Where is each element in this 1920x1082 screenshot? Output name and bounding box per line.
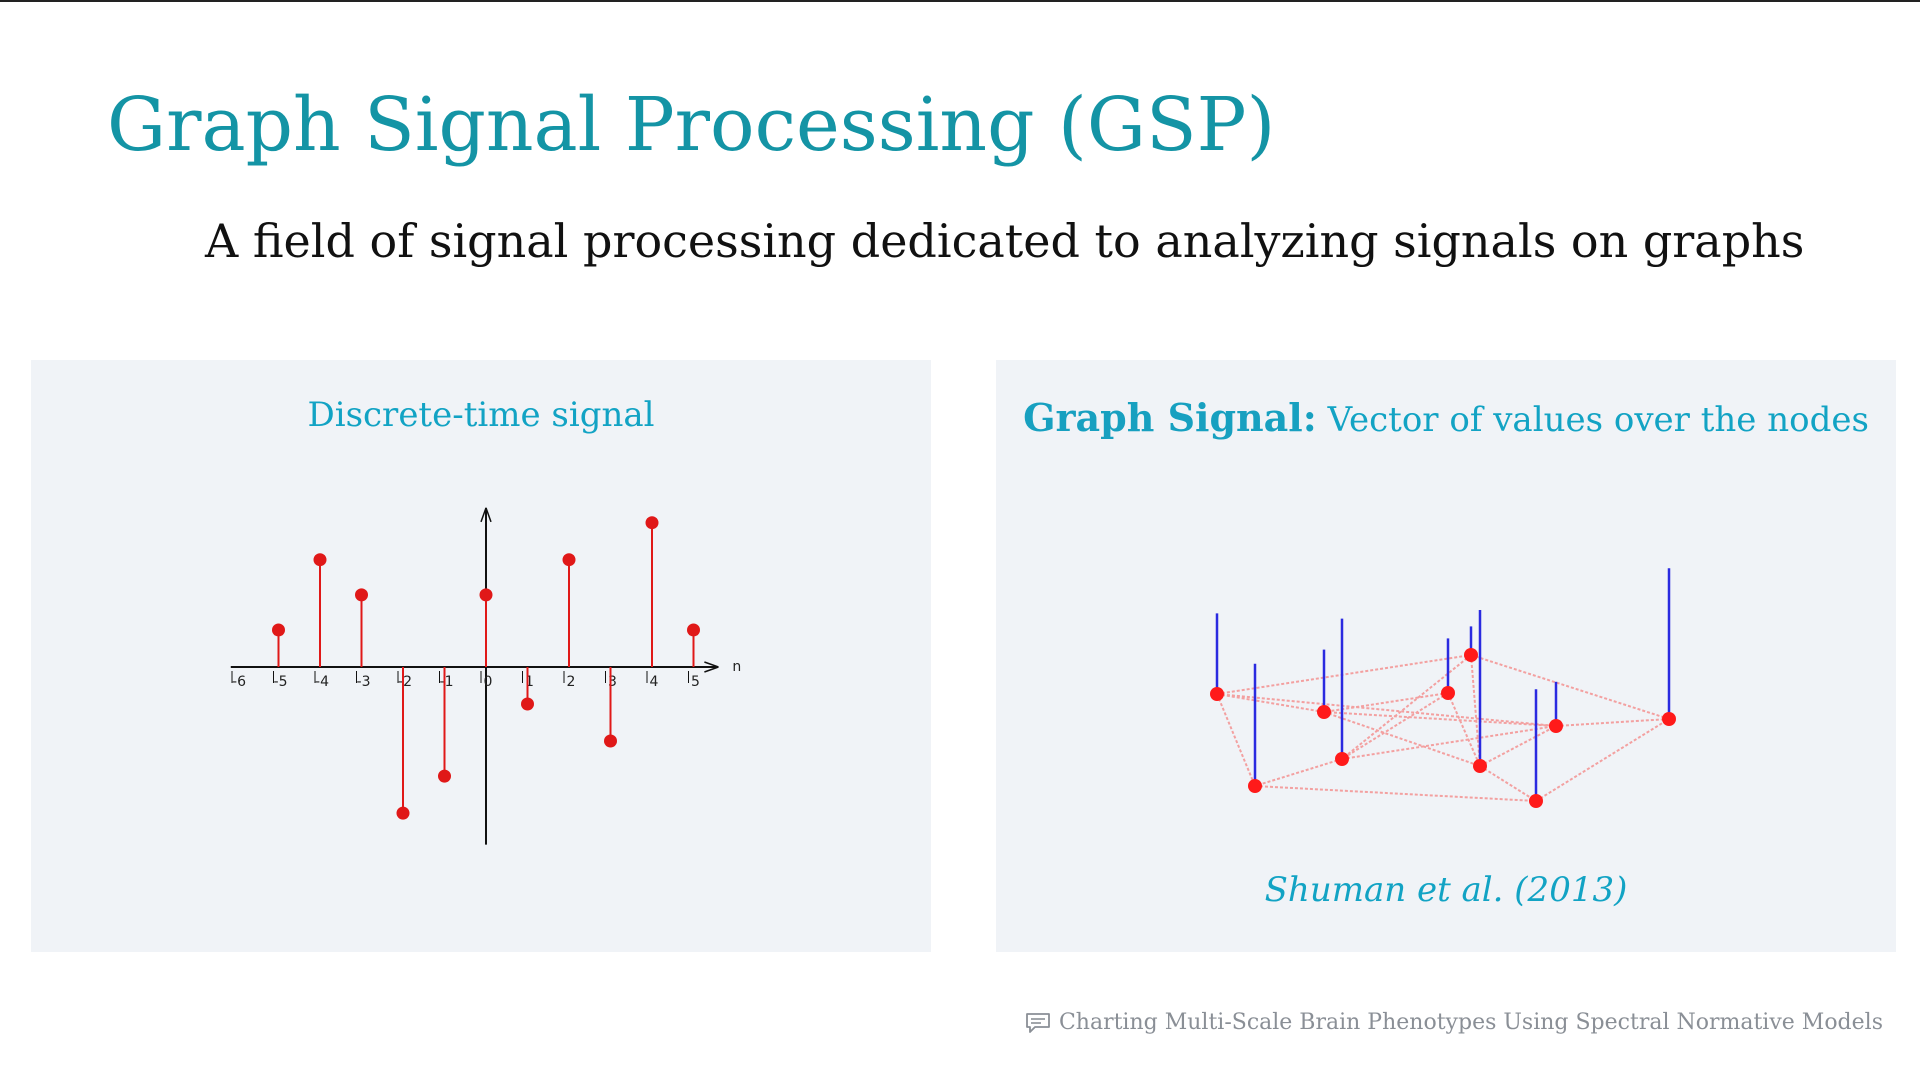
graph-signal-caption: Graph Signal: Vector of values over the … <box>996 395 1896 440</box>
discrete-signal-caption: Discrete-time signal <box>307 395 655 435</box>
comment-icon <box>1026 1012 1050 1033</box>
slide-title: Graph Signal Processing (GSP) <box>107 82 1276 168</box>
graph-node <box>1464 648 1478 662</box>
graph-signal-caption-rest: Vector of values over the nodes <box>1316 400 1869 440</box>
x-tick-label: 1 <box>525 674 534 690</box>
graph-node <box>1248 779 1262 793</box>
x-axis-arrow <box>704 661 719 673</box>
x-tick-label: 0 <box>484 674 493 690</box>
x-tick-label: 2 <box>567 674 576 690</box>
graph-edge <box>1216 654 1472 695</box>
graph-edge <box>1323 711 1481 767</box>
graph-node <box>1662 712 1676 726</box>
graph-node <box>1549 719 1563 733</box>
graph-edge <box>1470 654 1481 767</box>
graph-signal-caption-bold: Graph Signal: <box>1023 395 1317 440</box>
graph-signal-panel: Graph Signal: Vector of values over the … <box>996 360 1896 952</box>
x-tick-label: -5 <box>274 674 288 690</box>
graph-edge <box>1216 693 1325 713</box>
graph-node <box>1210 687 1224 701</box>
stem-point <box>396 806 410 820</box>
stem-point <box>479 588 493 602</box>
stem-point <box>604 734 617 748</box>
graph-edge <box>1447 692 1481 767</box>
graph-edge <box>1254 758 1343 787</box>
stem-point <box>521 697 534 711</box>
graph-node <box>1317 705 1331 719</box>
graph-edge <box>1470 654 1670 720</box>
x-axis-label: n <box>732 659 741 675</box>
footer: Charting Multi-Scale Brain Phenotypes Us… <box>1025 1010 1883 1035</box>
discrete-signal-plot: -6 -5 -4 -3 -2 -1 0 1 2 3 4 5 n <box>230 507 741 845</box>
stem-point <box>687 623 700 637</box>
graph-edge <box>1341 692 1449 760</box>
graph-edge <box>1323 692 1449 713</box>
graph-edge <box>1216 693 1256 787</box>
x-tick-label: -4 <box>315 674 329 690</box>
graph-edge <box>1323 711 1557 727</box>
stem-point <box>272 623 285 637</box>
graph-signal-plot <box>1210 568 1676 808</box>
footer-text: Charting Multi-Scale Brain Phenotypes Us… <box>1058 1010 1883 1035</box>
stem-point <box>645 516 659 530</box>
y-axis-arrow <box>480 507 492 523</box>
citation: Shuman et al. (2013) <box>1264 870 1628 910</box>
x-tick-label: 5 <box>691 674 700 690</box>
graph-node <box>1335 752 1349 766</box>
x-tick-label: -2 <box>398 674 412 690</box>
stem-point <box>355 588 368 602</box>
x-tick-label: -1 <box>440 674 454 690</box>
graph-edge <box>1479 725 1557 767</box>
x-tick-label: -6 <box>232 674 246 690</box>
graph-edge <box>1254 785 1537 802</box>
slide-subtitle: A field of signal processing dedicated t… <box>205 214 1805 268</box>
graph-edge <box>1479 765 1537 802</box>
discrete-signal-panel: Discrete-time signal -6 -5 -4 -3 -2 -1 0 1 2 3 4 5 n <box>31 360 931 952</box>
graph-edge <box>1555 718 1670 727</box>
graph-edge <box>1535 718 1670 802</box>
x-tick-label: 3 <box>608 674 617 690</box>
graph-edge <box>1341 725 1557 760</box>
graph-node <box>1473 759 1487 773</box>
x-tick-label: 4 <box>650 674 659 690</box>
stem-point <box>438 769 451 783</box>
graph-edge <box>1341 654 1472 760</box>
graph-node <box>1441 686 1455 700</box>
graph-node <box>1529 794 1543 808</box>
graph-edge <box>1216 693 1557 727</box>
stem-point <box>562 553 576 567</box>
x-tick-label: -3 <box>357 674 371 690</box>
stem-point <box>313 553 327 567</box>
